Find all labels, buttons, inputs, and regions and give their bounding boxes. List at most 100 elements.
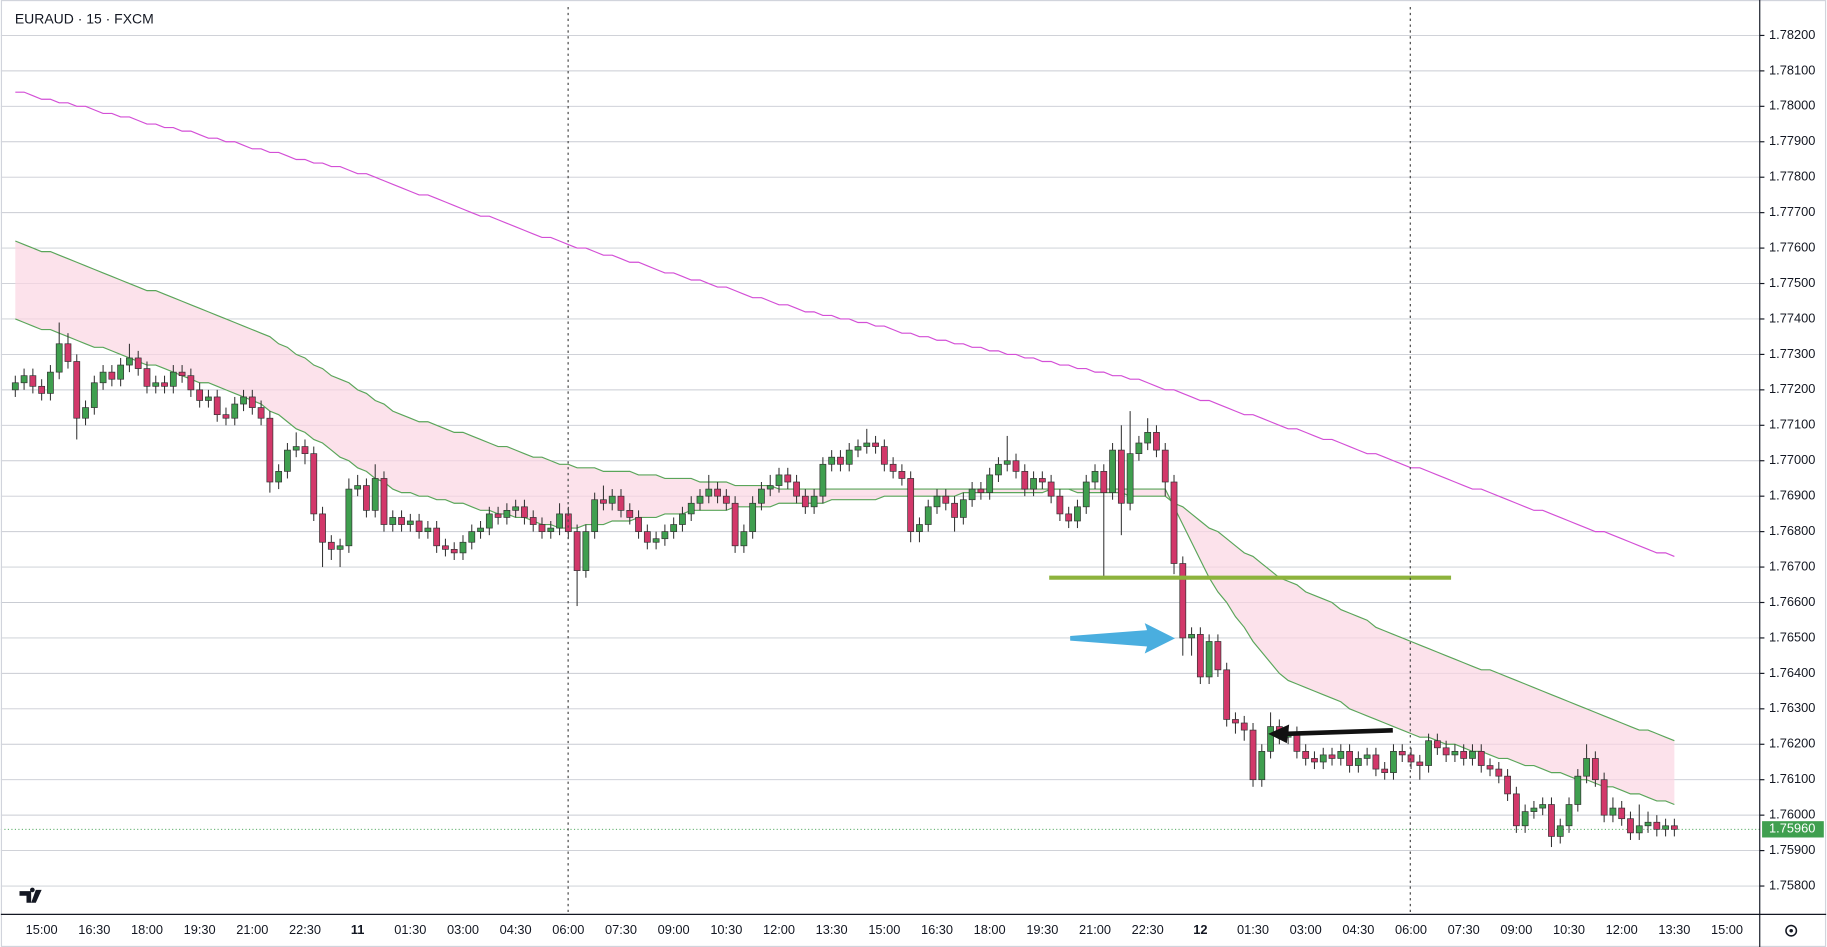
candle-body: [345, 488, 353, 547]
y-tick-label: 1.76400: [1769, 665, 1815, 680]
black-arrow-shaft: [1286, 728, 1393, 737]
candle-body: [99, 371, 107, 384]
candle-body: [617, 495, 625, 511]
candle-body: [1635, 825, 1643, 834]
candle-body: [775, 474, 783, 486]
candle-body: [837, 456, 844, 465]
candle-body: [450, 548, 458, 554]
candle-body: [1205, 641, 1213, 678]
x-tick-label: 10:30: [1553, 922, 1585, 937]
black-arrow-head: [1268, 724, 1290, 744]
y-tick-label: 1.76300: [1769, 700, 1815, 715]
y-tick-label: 1.78200: [1769, 27, 1815, 42]
x-tick-label: 21:00: [1079, 922, 1111, 937]
candle-body: [529, 517, 537, 525]
candle-body: [371, 478, 379, 511]
candle-body: [1416, 761, 1424, 766]
y-tick-label: 1.77800: [1769, 169, 1815, 184]
x-tick-label: 10:30: [710, 922, 742, 937]
candle-body: [1065, 513, 1073, 522]
candle-body: [292, 446, 300, 451]
x-tick-label: 01:30: [1237, 922, 1269, 937]
candle-body: [64, 343, 72, 362]
candle-body: [889, 463, 897, 472]
y-tick-label: 1.76600: [1769, 594, 1815, 609]
x-tick-label: 18:00: [974, 922, 1006, 937]
candle-body: [310, 453, 318, 515]
candle-body: [47, 371, 54, 394]
drawings: [1070, 623, 1393, 744]
candle-body: [652, 538, 660, 543]
candle-body: [169, 371, 177, 387]
x-tick-label: 22:30: [1132, 922, 1164, 937]
candle-body: [248, 396, 256, 408]
candle-body: [749, 502, 757, 532]
y-tick-label: 1.77400: [1769, 310, 1815, 325]
x-tick-label: 11: [351, 922, 365, 937]
candle-body: [90, 382, 98, 408]
candle-body: [1574, 775, 1582, 805]
candle-body: [178, 371, 186, 377]
x-tick-label: 04:30: [500, 922, 532, 937]
candle-body: [1363, 754, 1371, 759]
x-tick-label: 06:00: [552, 922, 584, 937]
candle-body: [1565, 804, 1573, 827]
candle-body: [1583, 758, 1590, 777]
candle-body: [1214, 641, 1222, 671]
candle-body: [442, 545, 449, 550]
blue-arrow: [1070, 623, 1176, 654]
y-tick-label: 1.77100: [1769, 417, 1815, 432]
candle-body: [1346, 751, 1353, 766]
x-tick-label: 12:00: [763, 922, 795, 937]
candle-body: [1188, 634, 1195, 639]
candle-body: [1091, 471, 1099, 483]
candle-body: [1539, 804, 1547, 809]
x-tick-label: 15:00: [1711, 922, 1743, 937]
candle-body: [240, 396, 247, 405]
candle-body: [1302, 751, 1310, 759]
candle-body: [626, 510, 634, 518]
candle-body: [1144, 432, 1152, 444]
last-price-box: [1762, 821, 1824, 838]
candle-body: [257, 407, 265, 419]
moving-average-line: [15, 318, 1675, 806]
candle-body: [389, 517, 397, 525]
candle-body: [1074, 506, 1081, 522]
x-tick-label: 13:30: [1658, 922, 1690, 937]
candle-body: [1556, 825, 1564, 837]
settings-button[interactable]: [1785, 924, 1798, 937]
candle-body: [1486, 765, 1494, 770]
candle-body: [1354, 758, 1362, 766]
candle-body: [863, 442, 871, 447]
x-tick-label: 18:00: [131, 922, 163, 937]
candle-body: [187, 375, 195, 391]
candle-body: [1469, 751, 1476, 759]
candle-body: [1662, 825, 1669, 830]
candle-body: [1109, 449, 1116, 493]
candle-body: [986, 474, 994, 493]
moving-average-line: [15, 240, 1675, 742]
candle-body: [415, 520, 423, 532]
candle-body: [1460, 751, 1468, 759]
y-tick-label: 1.76500: [1769, 629, 1815, 644]
candle-body: [354, 485, 362, 490]
plot-area: [0, 34, 1760, 887]
candle-body: [670, 524, 678, 532]
candle-body: [485, 513, 493, 529]
candle-body: [108, 371, 116, 380]
candle-body: [714, 488, 721, 497]
candle-body: [1153, 432, 1160, 451]
candle-body: [134, 357, 142, 369]
candle-body: [1390, 751, 1397, 773]
candle-body: [143, 368, 151, 387]
y-tick-label: 1.78000: [1769, 98, 1815, 113]
candle-body: [1328, 754, 1336, 759]
candle-body: [1337, 751, 1345, 759]
candle-body: [1082, 481, 1090, 508]
candle-body: [459, 541, 467, 554]
candle-body: [1425, 740, 1432, 766]
x-tick-label: 03:00: [447, 922, 479, 937]
candle-body: [916, 524, 923, 532]
candle-body: [284, 449, 291, 472]
candle-body: [1381, 768, 1389, 773]
